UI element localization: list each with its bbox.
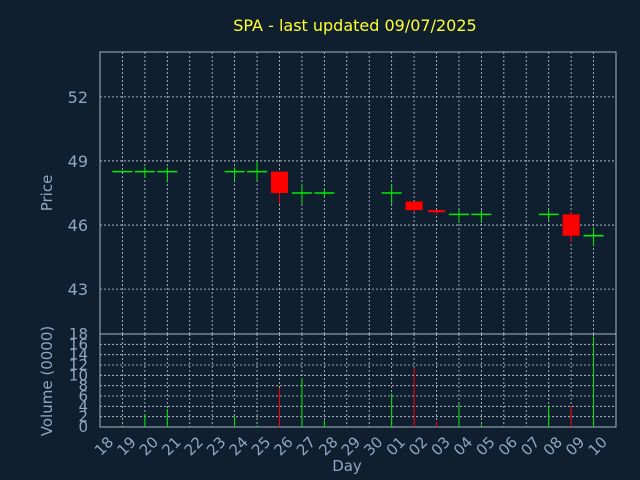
candle-08 <box>562 212 580 243</box>
price-tick-label: 43 <box>68 280 88 299</box>
price-axis: 43 46 49 52 <box>68 88 88 299</box>
candle-07 <box>538 210 559 221</box>
candle-09 <box>583 227 604 247</box>
candle-20 <box>157 167 178 183</box>
volume-tick-label: 14 <box>69 346 88 364</box>
volume-panel-frame <box>99 333 617 428</box>
price-tick-label: 49 <box>68 152 88 171</box>
candle-24 <box>247 160 268 181</box>
price-tick-label: 52 <box>68 88 88 107</box>
volume-tick-label: 0 <box>78 418 88 436</box>
candle-01 <box>405 201 423 213</box>
day-tick-label: 10 <box>585 433 611 459</box>
volume-bars <box>121 336 595 427</box>
candle-27 <box>314 188 335 198</box>
candle-04 <box>471 210 492 223</box>
candle-body <box>270 171 288 193</box>
volume-tick-label: 6 <box>78 387 88 405</box>
candle-body <box>562 214 580 236</box>
volume-tick-label: 8 <box>78 377 88 395</box>
candle-23 <box>224 167 245 181</box>
candle-26 <box>291 184 312 204</box>
volume-tick-label: 18 <box>69 325 88 343</box>
price-grid <box>100 52 616 334</box>
price-axis-label: Price <box>38 175 56 212</box>
candle-03 <box>448 210 469 223</box>
x-axis-label: Day <box>332 457 362 475</box>
volume-axis-label: Volume (0000) <box>38 326 56 436</box>
candles <box>112 160 604 247</box>
candle-body <box>405 201 423 211</box>
candle-30 <box>381 184 402 204</box>
volume-tick-label: 12 <box>69 356 88 374</box>
candle-25 <box>270 171 288 204</box>
candle-02 <box>428 210 446 215</box>
volume-tick-label: 2 <box>78 408 88 426</box>
price-tick-label: 46 <box>68 216 88 235</box>
volume-tick-label: 4 <box>78 397 88 415</box>
volume-tick-label: 10 <box>69 366 88 384</box>
volume-tick-label: 16 <box>69 335 88 353</box>
candle-body <box>428 210 446 213</box>
chart-title: SPA - last updated 09/07/2025 <box>233 16 476 35</box>
volume-grid <box>100 334 616 427</box>
candle-19 <box>134 167 155 179</box>
day-axis: 1819202122232425262728293001020304050607… <box>91 433 611 459</box>
price-panel-frame <box>99 51 617 335</box>
